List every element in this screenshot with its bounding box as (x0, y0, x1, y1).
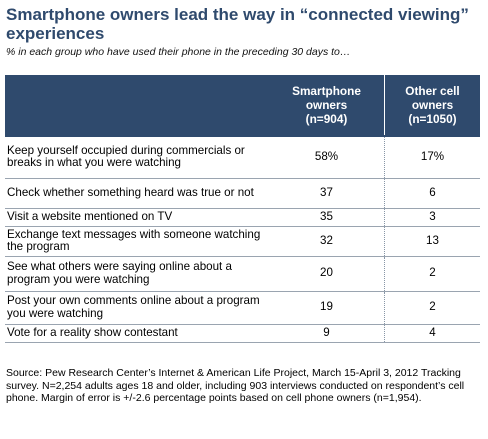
table-row: See what others were saying online about… (5, 256, 480, 292)
smartphone-value: 58% (269, 135, 385, 179)
row-label: Check whether something heard was true o… (5, 178, 269, 209)
other-cell-value: 3 (384, 208, 480, 227)
header-line: (n=904) (305, 112, 348, 126)
other-cell-value: 4 (384, 324, 480, 343)
row-label: Vote for a reality show contestant (5, 324, 269, 343)
smartphone-value: 20 (269, 256, 385, 292)
smartphone-value: 37 (269, 178, 385, 209)
other-cell-value: 13 (384, 226, 480, 257)
data-table: Smartphone owners (n=904) Other cell own… (5, 75, 480, 343)
table-row: Vote for a reality show contestant 9 4 (5, 324, 480, 343)
other-cell-value: 2 (384, 291, 480, 325)
header-line: (n=1050) (408, 112, 457, 126)
row-label: Keep yourself occupied during commercial… (5, 135, 269, 179)
smartphone-value: 19 (269, 291, 385, 325)
header-row: Smartphone owners (n=904) Other cell own… (5, 75, 480, 136)
table-row: Keep yourself occupied during commercial… (5, 135, 480, 179)
row-label: Exchange text messages with someone watc… (5, 226, 269, 257)
row-label: Visit a website mentioned on TV (5, 208, 269, 227)
table-row: Exchange text messages with someone watc… (5, 226, 480, 257)
chart-subtitle: % in each group who have used their phon… (6, 46, 351, 58)
other-cell-value: 17% (384, 135, 480, 179)
header-other-cell-owners: Other cell owners (n=1050) (384, 75, 480, 136)
chart-title: Smartphone owners lead the way in “conne… (6, 5, 469, 43)
smartphone-value: 9 (269, 324, 385, 343)
header-line: Other cell owners (405, 84, 460, 112)
header-line: owners (305, 98, 348, 112)
header-smartphone-owners: Smartphone owners (n=904) (269, 75, 385, 136)
table-row: Check whether something heard was true o… (5, 178, 480, 209)
table-row: Visit a website mentioned on TV 35 3 (5, 208, 480, 227)
row-label: See what others were saying online about… (5, 256, 269, 292)
row-label: Post your own comments online about a pr… (5, 291, 269, 325)
header-line: Smartphone (292, 84, 361, 98)
header-blank-cell (5, 75, 269, 136)
table-row: Post your own comments online about a pr… (5, 291, 480, 325)
other-cell-value: 6 (384, 178, 480, 209)
smartphone-value: 35 (269, 208, 385, 227)
other-cell-value: 2 (384, 256, 480, 292)
source-note: Source: Pew Research Center’s Internet &… (6, 367, 465, 405)
smartphone-value: 32 (269, 226, 385, 257)
